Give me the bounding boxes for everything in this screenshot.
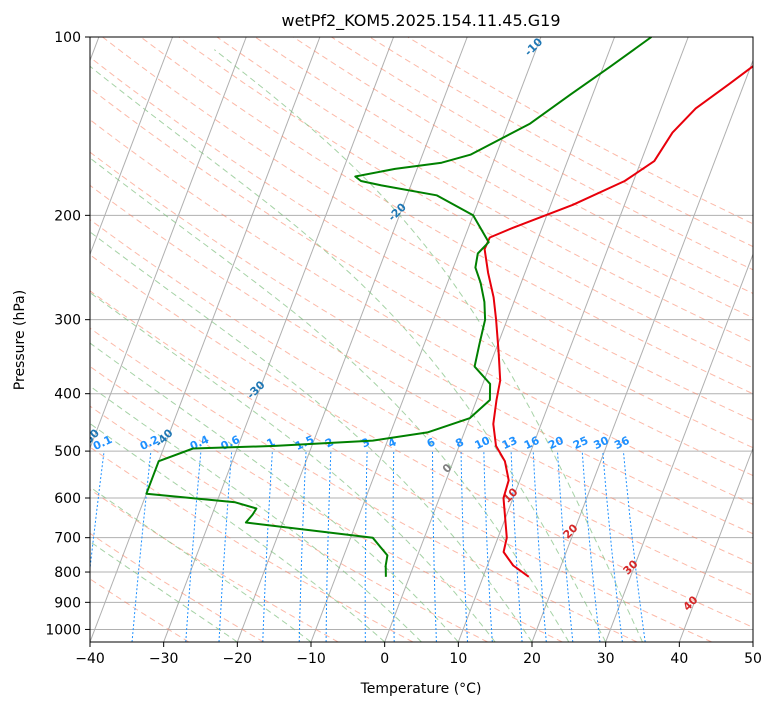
dry-adiabat-line	[293, 37, 775, 642]
mixing-ratio-label: 30	[592, 434, 612, 452]
dry-adiabat-line	[103, 37, 775, 642]
isotherm-line	[16, 37, 246, 642]
mixing-ratio-line	[461, 451, 467, 642]
mixing-ratio-label: 36	[612, 434, 632, 452]
dry-adiabat-line	[0, 37, 488, 642]
y-tick-label: 200	[54, 208, 81, 224]
y-tick-label: 700	[54, 531, 81, 547]
x-tick-label: 50	[744, 651, 762, 667]
mixing-ratio-label: 1	[265, 435, 277, 450]
isotherm-label: -20	[386, 200, 409, 223]
dry-adiabat-line	[217, 37, 775, 642]
moist-adiabat-line	[0, 50, 532, 642]
mixing-ratio-line	[132, 451, 151, 642]
isotherm-label: -30	[244, 378, 267, 401]
y-tick-label: 100	[54, 30, 81, 46]
y-tick-label: 1000	[45, 622, 81, 638]
dry-adiabat-line	[141, 37, 775, 642]
mixing-ratio-line	[484, 451, 493, 642]
mixing-ratio-line	[186, 451, 201, 642]
mixing-ratio-line	[533, 451, 546, 642]
y-tick-label: 300	[54, 313, 81, 329]
mixing-ratio-line	[326, 451, 331, 642]
mixing-ratio-label: 10	[473, 434, 493, 452]
x-tick-label: 30	[597, 651, 615, 667]
dry-adiabat-line	[408, 37, 775, 642]
dry-adiabat-line	[331, 37, 775, 642]
mixing-ratio-line	[299, 451, 306, 642]
y-tick-label: 500	[54, 444, 81, 460]
mixing-ratio-line	[393, 451, 394, 642]
isotherm-line	[532, 37, 762, 642]
x-axis: −40 −30 −20 −10 0 10 20 30 40 50	[75, 642, 762, 667]
mixing-ratio-label: 8	[453, 435, 465, 450]
mixing-ratio-line	[365, 451, 367, 642]
x-axis-label: Temperature (°C)	[360, 681, 482, 697]
moist-adiabat-line	[0, 50, 569, 642]
isotherm-label: -10	[522, 35, 545, 58]
dry-adiabat-line	[179, 37, 775, 642]
y-tick-label: 600	[54, 491, 81, 507]
skew-t-chart: wetPf2_KOM5.2025.154.11.45.G19 0.1 0.2 0.4…	[0, 0, 775, 708]
isotherm-line	[753, 37, 775, 642]
y-tick-label: 900	[54, 595, 81, 611]
x-tick-label: −30	[149, 651, 179, 667]
isotherm-line	[164, 37, 394, 642]
mixing-ratio-label: 16	[522, 434, 542, 452]
moist-adiabat-line	[0, 50, 311, 642]
mixing-ratio-line	[603, 451, 623, 642]
isotherm-line	[385, 37, 615, 642]
reference-lines	[0, 37, 775, 642]
y-tick-label: 800	[54, 565, 81, 581]
moist-adiabat-line	[0, 50, 495, 642]
dry-adiabat-line	[255, 37, 775, 642]
x-tick-label: 0	[380, 651, 389, 667]
moist-adiabat-line	[0, 50, 237, 642]
isotherm-line	[606, 37, 775, 642]
y-tick-label: 400	[54, 387, 81, 403]
isotherm-line	[311, 37, 541, 642]
x-tick-label: −20	[223, 651, 253, 667]
x-tick-label: −10	[296, 651, 326, 667]
dry-adiabat-line	[0, 37, 562, 642]
isotherm-line	[458, 37, 688, 642]
sounding-profiles	[146, 37, 775, 577]
moist-adiabat-line	[69, 50, 605, 642]
chart-title: wetPf2_KOM5.2025.154.11.45.G19	[281, 11, 560, 31]
y-axis: 100 200 300 400 500 600 700 800 900 1000	[45, 30, 90, 638]
x-tick-label: 40	[670, 651, 688, 667]
mixing-ratio-label: 13	[500, 434, 519, 452]
y-axis-label: Pressure (hPa)	[12, 290, 28, 390]
reference-line-labels: 0.10.20.40.611.52346810131620253036-100-…	[0, 35, 701, 613]
moist-adiabat-line	[0, 50, 422, 642]
isotherm-line	[90, 37, 320, 642]
x-tick-label: 20	[523, 651, 541, 667]
x-tick-label: 10	[449, 651, 467, 667]
x-tick-label: −40	[75, 651, 105, 667]
mixing-ratio-line	[558, 451, 573, 642]
mixing-ratio-label: 25	[571, 434, 590, 452]
isotherm-label: -60	[5, 426, 28, 449]
dry-adiabat-line	[0, 37, 413, 642]
dry-adiabat-line	[0, 37, 189, 642]
